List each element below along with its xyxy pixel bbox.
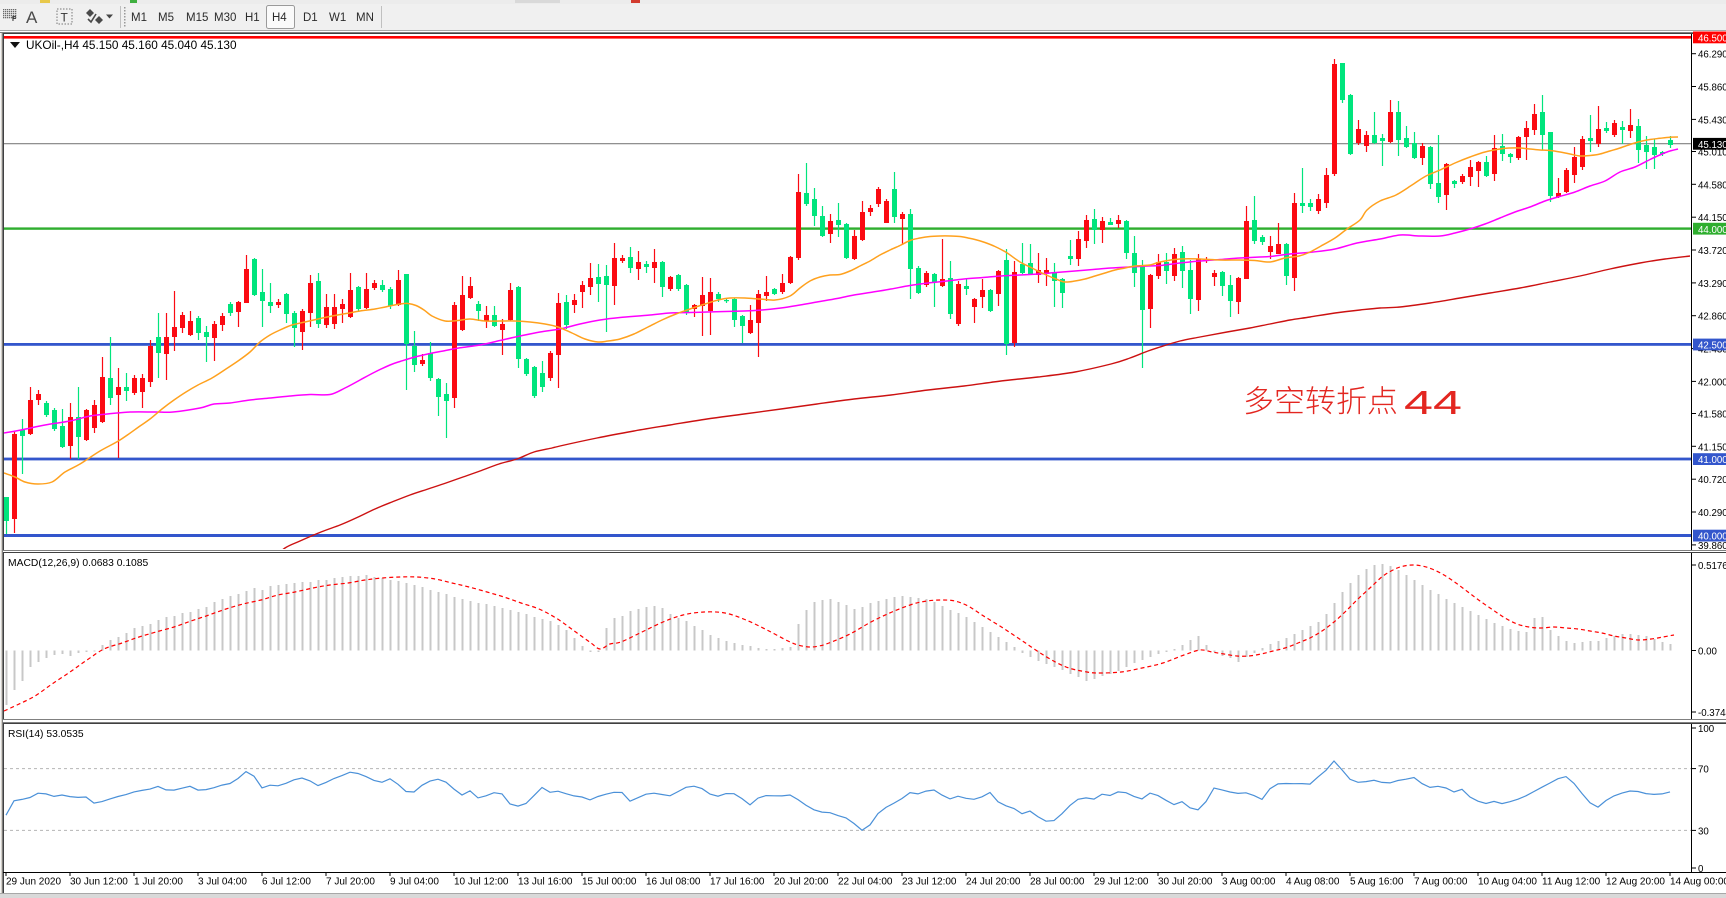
svg-text:43.720: 43.720 bbox=[1698, 246, 1726, 257]
svg-text:UKOil-,H4 45.150 45.160 45.04: UKOil-,H4 45.150 45.160 45.040 45.130 bbox=[26, 38, 237, 52]
svg-text:0: 0 bbox=[1698, 864, 1704, 875]
svg-text:44.000: 44.000 bbox=[1698, 225, 1726, 236]
svg-text:10 Jul 12:00: 10 Jul 12:00 bbox=[454, 877, 509, 888]
svg-text:41.000: 41.000 bbox=[1698, 455, 1726, 466]
svg-text:40.720: 40.720 bbox=[1698, 475, 1726, 486]
svg-text:H4: H4 bbox=[272, 12, 287, 24]
svg-text:M15: M15 bbox=[186, 12, 208, 24]
svg-text:RSI(14) 53.0535: RSI(14) 53.0535 bbox=[8, 729, 84, 740]
svg-text:7 Jul 20:00: 7 Jul 20:00 bbox=[326, 877, 375, 888]
svg-text:40.000: 40.000 bbox=[1698, 532, 1726, 543]
svg-text:10 Aug 04:00: 10 Aug 04:00 bbox=[1478, 877, 1537, 888]
svg-text:30 Jul 20:00: 30 Jul 20:00 bbox=[1158, 877, 1213, 888]
svg-text:45.010: 45.010 bbox=[1698, 148, 1726, 159]
svg-text:43.290: 43.290 bbox=[1698, 279, 1726, 290]
svg-text:MN: MN bbox=[356, 12, 374, 24]
svg-text:0.5176: 0.5176 bbox=[1698, 561, 1726, 572]
svg-text:14 Aug 00:00: 14 Aug 00:00 bbox=[1670, 877, 1726, 888]
svg-text:12 Aug 20:00: 12 Aug 20:00 bbox=[1606, 877, 1665, 888]
svg-text:29 Jul 12:00: 29 Jul 12:00 bbox=[1094, 877, 1149, 888]
svg-text:1 Jul 20:00: 1 Jul 20:00 bbox=[134, 877, 183, 888]
svg-text:16 Jul 08:00: 16 Jul 08:00 bbox=[646, 877, 701, 888]
svg-text:H1: H1 bbox=[245, 12, 260, 24]
svg-text:30 Jun 12:00: 30 Jun 12:00 bbox=[70, 877, 128, 888]
svg-text:24 Jul 20:00: 24 Jul 20:00 bbox=[966, 877, 1021, 888]
svg-text:M30: M30 bbox=[214, 12, 236, 24]
svg-text:5 Aug 16:00: 5 Aug 16:00 bbox=[1350, 877, 1404, 888]
svg-text:M1: M1 bbox=[131, 12, 147, 24]
svg-text:42.500: 42.500 bbox=[1698, 341, 1726, 352]
svg-text:39.860: 39.860 bbox=[1698, 541, 1726, 552]
svg-text:45.130: 45.130 bbox=[1698, 140, 1726, 151]
svg-text:44: 44 bbox=[1404, 384, 1462, 421]
svg-text:9 Jul 04:00: 9 Jul 04:00 bbox=[390, 877, 439, 888]
svg-text:23 Jul 12:00: 23 Jul 12:00 bbox=[902, 877, 957, 888]
svg-text:0.00: 0.00 bbox=[1698, 647, 1717, 658]
svg-text:15 Jul 00:00: 15 Jul 00:00 bbox=[582, 877, 637, 888]
svg-text:W1: W1 bbox=[329, 12, 346, 24]
svg-text:D1: D1 bbox=[303, 12, 318, 24]
svg-text:6 Jul 12:00: 6 Jul 12:00 bbox=[262, 877, 311, 888]
svg-text:17 Jul 16:00: 17 Jul 16:00 bbox=[710, 877, 765, 888]
svg-text:44.150: 44.150 bbox=[1698, 213, 1726, 224]
svg-text:22 Jul 04:00: 22 Jul 04:00 bbox=[838, 877, 893, 888]
svg-text:11 Aug 12:00: 11 Aug 12:00 bbox=[1542, 877, 1601, 888]
svg-text:42.000: 42.000 bbox=[1698, 377, 1726, 388]
svg-text:100: 100 bbox=[1698, 724, 1715, 735]
svg-text:3 Jul 04:00: 3 Jul 04:00 bbox=[198, 877, 247, 888]
svg-text:46.500: 46.500 bbox=[1698, 34, 1726, 45]
svg-text:46.290: 46.290 bbox=[1698, 50, 1726, 61]
svg-text:-0.3744: -0.3744 bbox=[1698, 708, 1726, 719]
svg-text:45.860: 45.860 bbox=[1698, 83, 1726, 94]
svg-text:70: 70 bbox=[1698, 765, 1709, 776]
svg-text:41.580: 41.580 bbox=[1698, 410, 1726, 421]
svg-text:45.430: 45.430 bbox=[1698, 115, 1726, 126]
svg-text:41.150: 41.150 bbox=[1698, 442, 1726, 453]
svg-text:20 Jul 20:00: 20 Jul 20:00 bbox=[774, 877, 829, 888]
svg-text:28 Jul 00:00: 28 Jul 00:00 bbox=[1030, 877, 1085, 888]
svg-text:13 Jul 16:00: 13 Jul 16:00 bbox=[518, 877, 573, 888]
svg-text:40.290: 40.290 bbox=[1698, 508, 1726, 519]
svg-text:F: F bbox=[12, 16, 17, 23]
svg-text:3 Aug 00:00: 3 Aug 00:00 bbox=[1222, 877, 1276, 888]
svg-text:T: T bbox=[61, 11, 69, 25]
svg-text:29 Jun 2020: 29 Jun 2020 bbox=[6, 877, 61, 888]
svg-text:4 Aug 08:00: 4 Aug 08:00 bbox=[1286, 877, 1340, 888]
svg-text:7 Aug 00:00: 7 Aug 00:00 bbox=[1414, 877, 1468, 888]
svg-text:42.860: 42.860 bbox=[1698, 312, 1726, 323]
svg-text:44.580: 44.580 bbox=[1698, 180, 1726, 191]
svg-text:MACD(12,26,9) 0.0683 0.1085: MACD(12,26,9) 0.0683 0.1085 bbox=[8, 558, 149, 569]
svg-text:30: 30 bbox=[1698, 826, 1709, 837]
svg-text:A: A bbox=[26, 8, 38, 27]
svg-text:M5: M5 bbox=[158, 12, 174, 24]
